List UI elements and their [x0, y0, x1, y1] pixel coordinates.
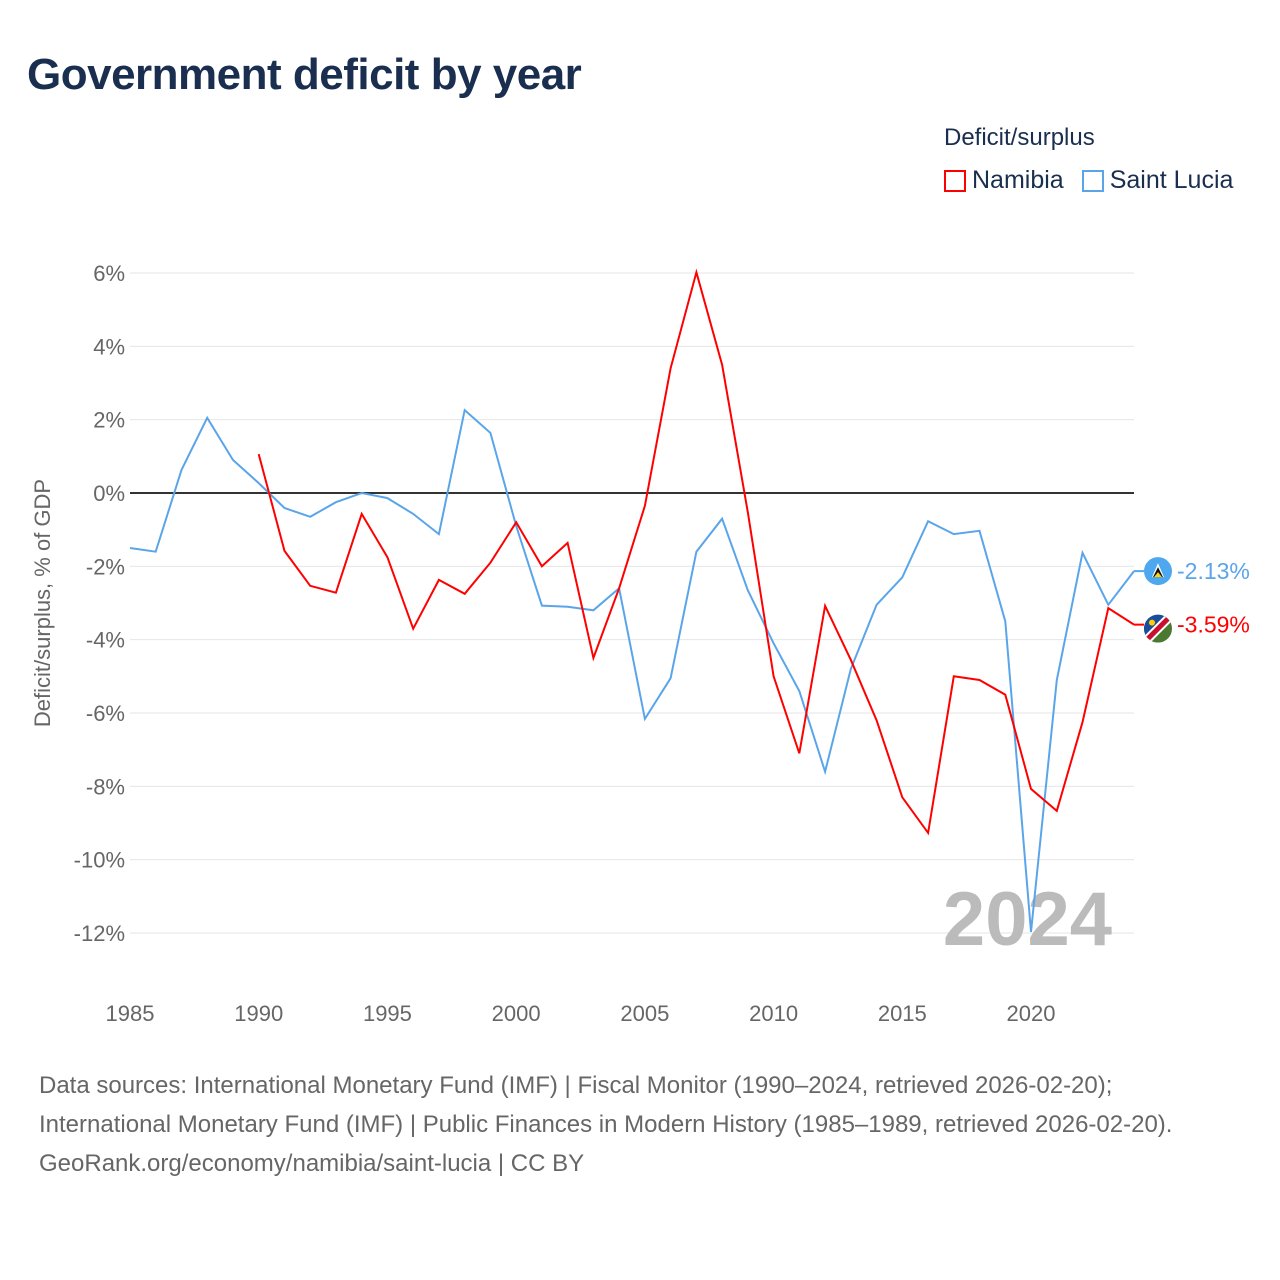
legend-swatch-saint-lucia — [1081, 169, 1104, 192]
series-line-saint-lucia — [129, 408, 1135, 933]
legend: Namibia Saint Lucia — [944, 166, 1233, 195]
legend-item-namibia[interactable]: Namibia — [944, 166, 1064, 195]
saint-lucia-flag-triangle-gold — [1154, 572, 1162, 578]
legend-title: Deficit/surplus — [944, 124, 1095, 151]
x-tick-label: 1985 — [106, 1001, 155, 1026]
legend-label: Namibia — [972, 166, 1064, 194]
line-chart: 6% 4% 2% 0% -2% -4% -6% -8% -10% -12% 1985 1990 1995… — [30, 261, 1250, 1026]
y-tick-label: -2% — [86, 554, 125, 579]
x-tick-label: 2005 — [620, 1001, 669, 1026]
y-tick-label: -12% — [74, 921, 125, 946]
x-tick-label: 1990 — [234, 1001, 283, 1026]
legend-swatch-namibia — [944, 169, 966, 192]
y-tick-label: -10% — [74, 848, 125, 873]
end-value-label: -2.13% — [1177, 558, 1250, 584]
footer: Data sources: International Monetary Fun… — [39, 1066, 1239, 1183]
credit-link[interactable]: GeoRank.org/economy/namibia/saint-lucia … — [39, 1150, 585, 1177]
y-tick-label: -4% — [86, 628, 125, 653]
x-tick-label: 1995 — [363, 1001, 412, 1026]
series-line-namibia — [257, 268, 1135, 836]
y-tick-label: 0% — [93, 481, 125, 506]
chart-title: Government deficit by year — [27, 50, 582, 99]
y-tick-label: 6% — [93, 261, 125, 286]
x-tick-label: 2020 — [1007, 1001, 1056, 1026]
y-tick-label: -6% — [86, 701, 125, 726]
x-tick-label: 2010 — [749, 1001, 798, 1026]
x-tick-label: 2015 — [878, 1001, 927, 1026]
y-tick-label: -8% — [86, 774, 125, 799]
y-tick-label: 2% — [93, 408, 125, 433]
y-axis-label: Deficit/surplus, % of GDP — [30, 479, 55, 727]
namibia-flag-icon — [1144, 614, 1172, 643]
end-value-label: -3.59% — [1177, 612, 1250, 638]
data-sources: Data sources: International Monetary Fun… — [39, 1072, 1173, 1138]
legend-item-saint-lucia[interactable]: Saint Lucia — [1081, 166, 1234, 195]
legend-label: Saint Lucia — [1109, 166, 1234, 194]
y-tick-label: 4% — [93, 334, 125, 359]
x-tick-label: 2000 — [492, 1001, 541, 1026]
